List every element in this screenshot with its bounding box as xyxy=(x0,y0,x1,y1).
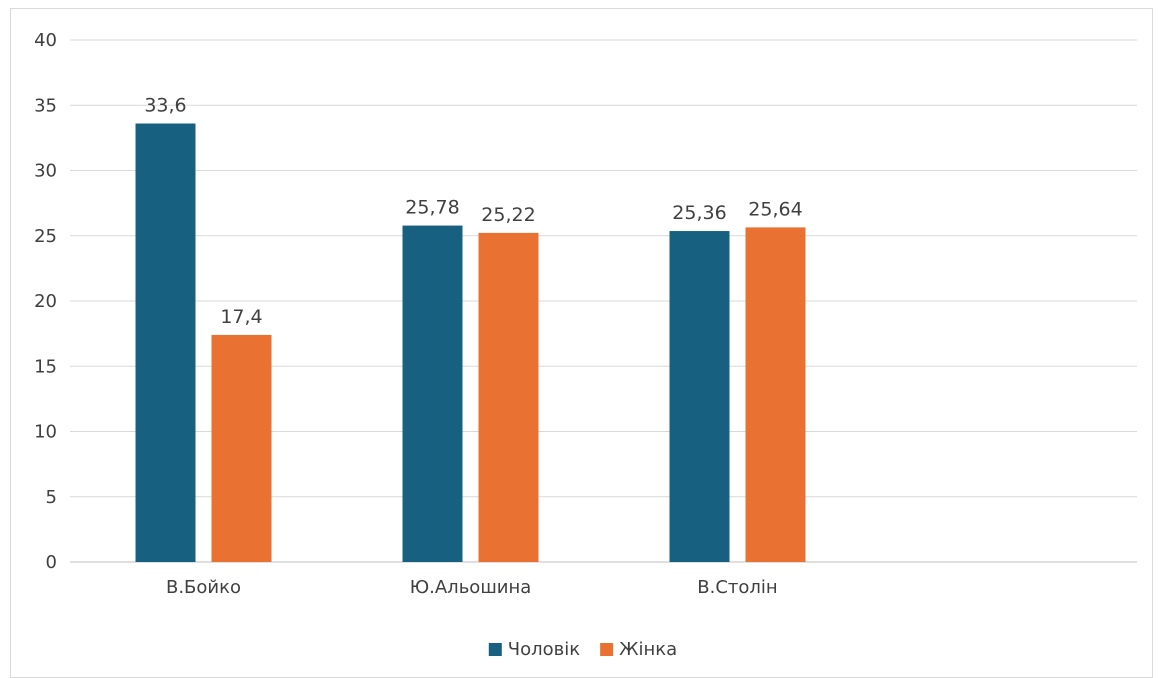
x-category-label: Ю.Альошина xyxy=(410,577,532,598)
y-tick-label: 35 xyxy=(34,95,57,116)
data-label: 25,78 xyxy=(405,197,459,219)
data-label: 17,4 xyxy=(220,306,262,328)
bar-female xyxy=(211,334,272,562)
y-tick-label: 10 xyxy=(34,422,57,443)
bar-male xyxy=(135,123,196,563)
legend-swatch xyxy=(600,643,614,656)
data-label: 33,6 xyxy=(144,95,186,117)
y-tick-label: 40 xyxy=(34,30,57,51)
y-tick-label: 30 xyxy=(34,161,57,182)
bar-male xyxy=(669,231,730,562)
legend-swatch xyxy=(488,643,502,656)
bar-male xyxy=(402,225,463,563)
data-label: 25,64 xyxy=(748,198,802,220)
x-category-label: В.Столін xyxy=(697,577,777,598)
legend-label: Чоловік xyxy=(508,639,580,660)
bars xyxy=(135,123,806,563)
legend-label: Жінка xyxy=(619,639,677,660)
data-label: 25,36 xyxy=(672,202,726,224)
y-tick-label: 5 xyxy=(46,487,57,508)
y-tick-label: 25 xyxy=(34,226,57,247)
data-labels: 33,6 17,4 25,78 25,22 25,36 25,64 xyxy=(144,95,802,328)
x-category-label: В.Бойко xyxy=(166,577,241,598)
y-tick-label: 15 xyxy=(34,356,57,377)
bar-female xyxy=(745,227,806,562)
y-tick-label: 0 xyxy=(46,552,57,573)
legend: Чоловік Жінка xyxy=(488,639,677,660)
y-axis-ticks: 0 5 10 15 20 25 30 35 40 xyxy=(34,30,57,573)
chart-frame xyxy=(10,8,1153,678)
x-axis-categories: В.Бойко Ю.Альошина В.Столін xyxy=(166,577,778,598)
data-label: 25,22 xyxy=(481,204,535,226)
y-tick-label: 20 xyxy=(34,291,57,312)
bar-female xyxy=(478,232,539,562)
